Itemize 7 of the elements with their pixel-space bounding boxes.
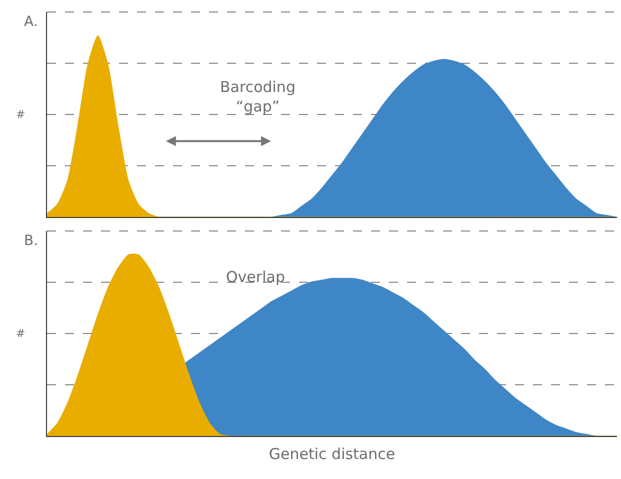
- chart-title: B.: [24, 233, 38, 249]
- annotation: Barcoding “gap”: [220, 78, 296, 116]
- y-axis-title: #: [16, 327, 26, 340]
- x-axis-title: Genetic distance: [268, 445, 396, 464]
- y-axis-title: #: [16, 108, 26, 121]
- chart-title: A.: [24, 14, 38, 30]
- annotation: Overlap: [226, 268, 285, 286]
